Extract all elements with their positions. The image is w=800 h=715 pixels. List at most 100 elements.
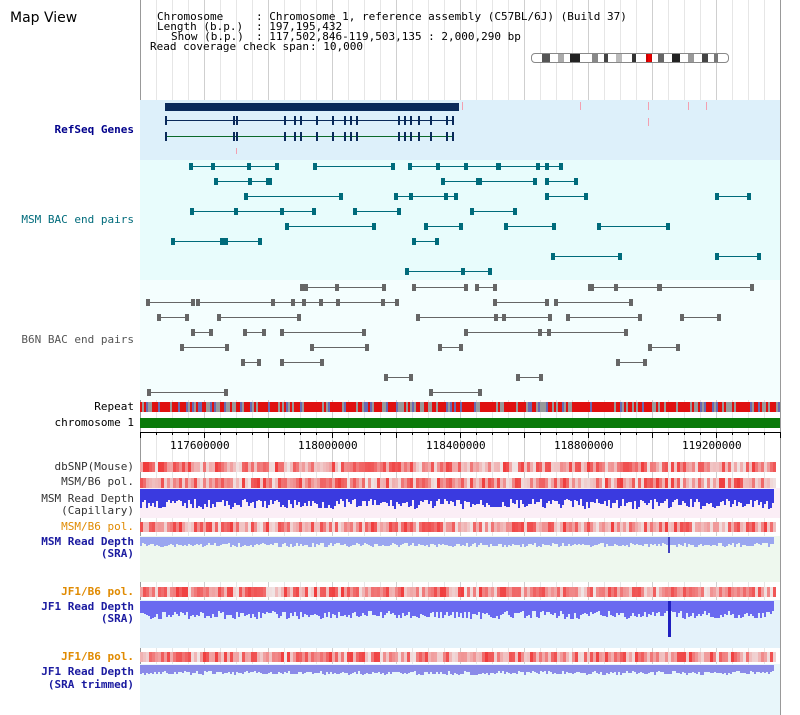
repeat-seg [368,402,370,412]
bac-end [285,223,290,230]
bac-pair-line [590,287,662,288]
heat-cell [596,462,599,472]
heat-cell [668,478,671,488]
heat-cell [407,587,410,597]
heat-cell [479,478,482,488]
repeat-seg [708,402,710,412]
repeat-seg [624,402,626,412]
bac-end [441,178,446,185]
repeat-seg [460,402,462,412]
ideogram-band [542,54,550,62]
exon [316,132,318,141]
tick-label: 118400000 [426,439,486,452]
axis-tick [700,432,701,435]
chromosome-ideogram[interactable] [531,53,729,63]
heat-cell [392,478,395,488]
heat-cell [356,478,359,488]
jf1-b6-pol-label[interactable]: JF1/B6 pol. [61,585,134,598]
heat-cell [353,522,356,532]
exon [300,116,302,125]
heat-cell [293,522,296,532]
heat-cell [575,522,578,532]
dbsnp-label[interactable]: dbSNP(Mouse) [54,460,134,473]
heat-cell [728,522,731,532]
heat-cell [554,478,557,488]
heat-cell [275,587,278,597]
msm-bac-label[interactable]: MSM BAC end pairs [21,213,134,226]
repeat-seg [572,402,574,412]
repeat-seg [516,402,518,412]
heat-cell [266,522,269,532]
depth-bar [772,665,774,672]
bac-pair-line [240,362,261,363]
heat-cell [179,587,182,597]
msm-b6-pol-label-2[interactable]: MSM/B6 pol. [61,520,134,533]
heat-cell [572,522,575,532]
heat-cell [395,478,398,488]
heat-cell [560,522,563,532]
heat-cell [611,462,614,472]
repeat-seg [682,402,684,412]
b6n-bac-label[interactable]: B6N BAC end pairs [21,333,134,346]
heat-cell [227,462,230,472]
msm-b6-pol-label[interactable]: MSM/B6 pol. [61,475,134,488]
repeat-seg [684,402,686,412]
repeat-seg [168,402,170,412]
repeat-seg [406,402,408,412]
axis-tick [476,432,477,435]
heat-cell [287,522,290,532]
repeat-seg [520,402,522,412]
repeat-seg [754,402,756,412]
bac-pair-line [474,287,497,288]
heat-cell [488,522,491,532]
ideogram-band [558,54,564,62]
heat-cell [659,522,662,532]
refseq-label[interactable]: RefSeq Genes [54,123,134,136]
bac-end [156,314,161,321]
jf1-b6-pol-label-2[interactable]: JF1/B6 pol. [61,650,134,663]
heat-cell [476,462,479,472]
bac-end [381,284,386,291]
bac-pair-line [647,347,680,348]
repeat-seg [194,402,196,412]
bac-pair-line [407,166,469,167]
bac-pair-line [223,241,262,242]
heat-cell [629,587,632,597]
bac-end [256,359,261,366]
heat-cell [464,462,467,472]
heat-cell [398,478,401,488]
heat-cell [686,462,689,472]
heat-cell [647,587,650,597]
heat-cell [347,587,350,597]
heat-cell [572,462,575,472]
repeat-seg [546,402,548,412]
bac-pair-line [280,362,324,363]
repeat-seg [234,402,236,412]
heat-cell [494,587,497,597]
repeat-bar[interactable] [140,402,780,412]
exon [332,132,334,141]
repeat-seg [142,402,144,412]
heat-cell [359,522,362,532]
jf1-depth-trim-label[interactable]: JF1 Read Depth [41,665,134,678]
depth-spike [668,537,670,553]
heat-cell [770,478,773,488]
bac-end [180,344,185,351]
chromosome-bar[interactable] [140,418,780,428]
heat-cell [563,522,566,532]
heat-cell [245,462,248,472]
heat-cell [716,462,719,472]
heat-cell [488,587,491,597]
repeat-seg [730,402,732,412]
axis-tick [252,432,253,435]
heat-cell [455,462,458,472]
ideogram-band [672,54,680,62]
repeat-seg [298,402,300,412]
repeat-seg [552,402,554,412]
heat-cell [176,587,179,597]
heat-cell [584,478,587,488]
heat-cell [407,462,410,472]
heat-cell [404,587,407,597]
heat-cell [326,462,329,472]
heat-cell [155,522,158,532]
